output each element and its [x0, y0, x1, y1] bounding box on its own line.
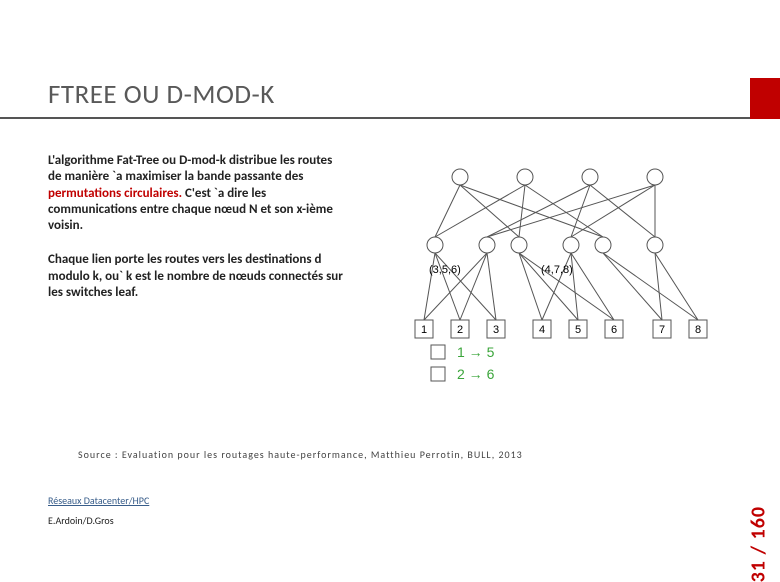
accent-strip: [750, 78, 780, 119]
svg-text:5: 5: [575, 324, 581, 336]
page-number: 31 / 160: [746, 506, 770, 582]
title-bar: FTREE OU D-MOD-K: [0, 78, 780, 119]
paragraph-2: Chaque lien porte les routes vers les de…: [48, 252, 348, 301]
footer-link[interactable]: Réseaux Datacenter/HPC: [48, 494, 149, 507]
paragraph-1: L'algorithme Fat-Tree ou D-mod-k distrib…: [48, 153, 348, 234]
para1-a: L'algorithme Fat-Tree ou D-mod-k distrib…: [48, 153, 332, 184]
footer-authors: E.Ardoin/D.Gros: [48, 514, 114, 527]
svg-text:3: 3: [493, 324, 499, 336]
svg-text:8: 8: [695, 324, 701, 336]
svg-text:2 → 6: 2 → 6: [457, 366, 495, 382]
svg-text:(4,7,8): (4,7,8): [541, 264, 573, 276]
slide-title: FTREE OU D-MOD-K: [0, 78, 750, 119]
para1-highlight: permutations circulaires.: [48, 186, 182, 201]
svg-text:2: 2: [457, 324, 463, 336]
svg-text:(3,5,6): (3,5,6): [429, 264, 461, 276]
svg-text:4: 4: [539, 324, 545, 336]
svg-text:7: 7: [659, 324, 665, 336]
svg-text:1 → 5: 1 → 5: [457, 344, 495, 360]
network-diagram: (3,5,6) (4,7,8) 1 2 3 4 5 6 7 8 1 → 5 2 → 6: [395, 165, 730, 400]
source-citation: Source : Evaluation pour les routages ha…: [78, 448, 523, 461]
slide: FTREE OU D-MOD-K L'algorithme Fat-Tree o…: [0, 0, 780, 540]
svg-text:6: 6: [611, 324, 617, 336]
svg-text:1: 1: [421, 324, 427, 336]
